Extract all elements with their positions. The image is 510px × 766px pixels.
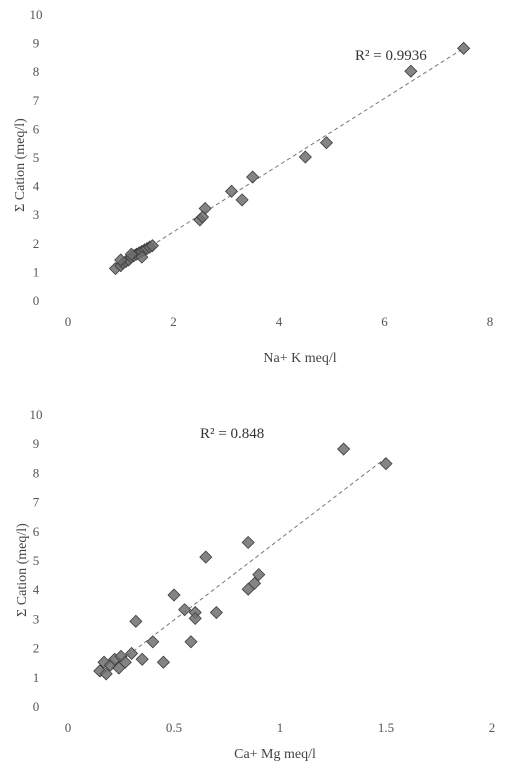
chart-1-x-tick-label: 8 bbox=[487, 314, 494, 329]
chart-2-x-axis-label: Ca+ Mg meq/l bbox=[234, 747, 316, 762]
chart-2-x-tick-label: 0 bbox=[65, 720, 72, 735]
chart-2-y-tick-label: 3 bbox=[33, 611, 40, 626]
chart-1-y-tick-label: 4 bbox=[33, 179, 40, 194]
chart-2-x-tick-label: 2 bbox=[489, 720, 496, 735]
chart-2-data-point bbox=[146, 635, 160, 649]
chart-1: R² = 0.9936 Na+ K meq/l Σ Cation (meq/l)… bbox=[13, 7, 493, 366]
chart-2-y-tick-label: 9 bbox=[33, 436, 40, 451]
chart-2-data-point bbox=[209, 605, 223, 620]
chart-2-data-point bbox=[156, 655, 170, 669]
chart-1-data-point bbox=[224, 184, 239, 198]
chart-1-data-point bbox=[319, 136, 334, 150]
chart-1-data-point bbox=[298, 150, 312, 164]
chart-1-x-tick-label: 6 bbox=[381, 314, 388, 329]
chart-2-data-point bbox=[135, 652, 149, 666]
chart-1-x-tick-label: 0 bbox=[65, 314, 72, 329]
chart-1-y-tick-label: 7 bbox=[33, 93, 40, 108]
chart-1-r2-label: R² = 0.9936 bbox=[355, 48, 427, 64]
chart-1-y-tick-label: 8 bbox=[33, 64, 40, 79]
chart-2-y-tick-label: 5 bbox=[33, 553, 40, 568]
chart-2-r2-label: R² = 0.848 bbox=[200, 426, 264, 442]
chart-2-data-point bbox=[241, 582, 255, 596]
chart-2-data-point bbox=[167, 588, 181, 602]
chart-2-data-point bbox=[241, 535, 255, 550]
chart-1-y-tick-label: 5 bbox=[33, 150, 40, 165]
chart-2-data-point bbox=[125, 646, 139, 661]
chart-1-y-tick-label: 6 bbox=[33, 121, 40, 136]
chart-1-y-axis-label: Σ Cation (meq/l) bbox=[13, 118, 28, 212]
chart-1-data-point bbox=[235, 193, 249, 207]
chart-2-data-point bbox=[337, 442, 351, 456]
chart-1-y-tick-label: 1 bbox=[33, 264, 40, 279]
chart-2-data-point bbox=[184, 635, 198, 649]
chart-2-y-tick-label: 7 bbox=[33, 495, 40, 510]
chart-2-y-tick-label: 10 bbox=[30, 407, 43, 422]
chart-1-data-point bbox=[404, 64, 418, 78]
chart-1-y-tick-label: 0 bbox=[33, 293, 40, 308]
chart-1-data-point bbox=[114, 253, 128, 267]
chart-2-data-point bbox=[379, 457, 393, 471]
chart-2-y-tick-label: 2 bbox=[33, 641, 40, 656]
chart-2-y-tick-label: 6 bbox=[33, 524, 40, 539]
chart-2-y-tick-label: 1 bbox=[33, 670, 40, 685]
chart-2: R² = 0.848 Ca+ Mg meq/l Σ Cation (meq/l)… bbox=[15, 407, 495, 762]
chart-2-data-point bbox=[129, 614, 143, 628]
chart-1-data-point bbox=[124, 247, 138, 261]
chart-1-y-tick-label: 10 bbox=[30, 7, 43, 22]
chart-2-data-point bbox=[199, 550, 213, 564]
chart-1-data-point bbox=[145, 239, 159, 253]
chart-2-data-point bbox=[178, 603, 192, 617]
chart-2-data-point bbox=[118, 655, 132, 669]
chart-2-data-point bbox=[99, 667, 113, 681]
chart-1-x-tick-label: 2 bbox=[170, 314, 177, 329]
chart-1-data-point bbox=[195, 210, 210, 224]
chart-2-data-point bbox=[252, 568, 266, 582]
chart-1-data-point bbox=[457, 41, 471, 55]
chart-1-trendline bbox=[115, 47, 464, 269]
chart-2-x-tick-label: 1.5 bbox=[378, 720, 394, 735]
chart-1-y-tick-label: 2 bbox=[33, 236, 40, 251]
chart-2-y-axis-label: Σ Cation (meq/l) bbox=[15, 523, 30, 617]
chart-2-trendline bbox=[99, 457, 387, 678]
chart-1-y-tick-label: 9 bbox=[33, 36, 40, 51]
chart-1-x-axis-label: Na+ K meq/l bbox=[263, 351, 336, 366]
chart-1-x-tick-label: 4 bbox=[276, 314, 283, 329]
chart-1-y-tick-label: 3 bbox=[33, 207, 40, 222]
chart-2-y-tick-label: 8 bbox=[33, 465, 40, 480]
chart-2-x-tick-label: 1 bbox=[277, 720, 284, 735]
chart-2-y-tick-label: 0 bbox=[33, 699, 40, 714]
chart-1-data-point bbox=[135, 250, 149, 264]
chart-2-x-tick-label: 0.5 bbox=[166, 720, 182, 735]
chart-1-data-point bbox=[246, 170, 260, 184]
chart-2-y-tick-label: 4 bbox=[33, 582, 40, 597]
chart-2-data-point bbox=[188, 611, 202, 625]
